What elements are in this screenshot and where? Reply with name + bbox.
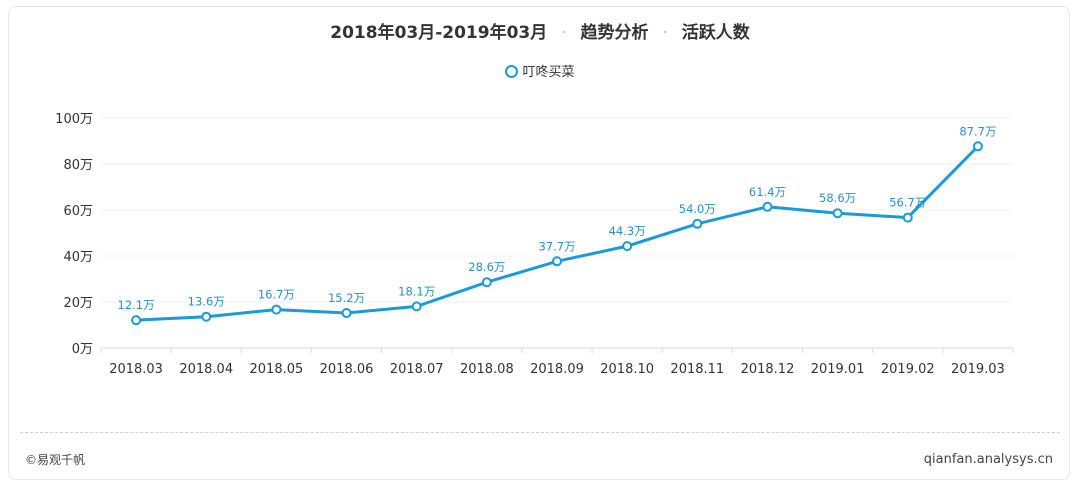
data-label: 54.0万 bbox=[679, 202, 716, 216]
legend-circle-icon bbox=[505, 65, 519, 78]
data-label: 87.7万 bbox=[959, 124, 996, 138]
data-point bbox=[902, 212, 913, 223]
series-layer bbox=[131, 141, 983, 326]
line-chart: 0万 20万 40万 60万 80万 100万 2018.03 2018.04 2018.05 2… bbox=[55, 112, 1014, 377]
data-label: 44.3万 bbox=[609, 224, 646, 238]
x-tick-label: 2019.02 bbox=[881, 362, 935, 377]
data-label: 28.6万 bbox=[468, 260, 505, 274]
chart-title: 2018年03月-2019年03月 · 趋势分析 · 活跃人数 bbox=[0, 18, 1080, 43]
footer-divider bbox=[20, 432, 1060, 433]
y-tick-label: 0万 bbox=[72, 342, 93, 357]
data-point bbox=[131, 315, 142, 326]
axis-layer: 0万 20万 40万 60万 80万 100万 2018.03 2018.04 2018.05 2… bbox=[55, 112, 1014, 377]
data-point bbox=[972, 141, 983, 152]
legend-series-label: 叮咚买菜 bbox=[522, 65, 575, 80]
data-label: 56.7万 bbox=[889, 196, 926, 210]
x-tick-label: 2018.12 bbox=[741, 362, 795, 377]
footer-source: qianfan.analysys.cn bbox=[923, 452, 1053, 467]
data-point bbox=[762, 201, 773, 212]
x-tick-label: 2018.05 bbox=[250, 362, 304, 377]
y-tick-label: 40万 bbox=[63, 250, 93, 265]
x-tick-label: 2018.09 bbox=[530, 362, 584, 377]
data-label: 58.6万 bbox=[819, 191, 856, 205]
data-point bbox=[481, 277, 492, 288]
label-layer: 12.1万 13.6万 16.7万 15.2万 18.1万 28.6万 37.7万 44.3万… bbox=[118, 124, 997, 312]
x-tick-label: 2018.08 bbox=[460, 362, 514, 377]
data-label: 37.7万 bbox=[538, 239, 575, 253]
data-point bbox=[622, 241, 633, 252]
data-label: 18.1万 bbox=[398, 284, 435, 298]
data-point bbox=[201, 311, 212, 322]
chart-legend[interactable]: 叮咚买菜 bbox=[0, 61, 1080, 80]
chart-card bbox=[8, 6, 1070, 480]
title-metric: 活跃人数 bbox=[681, 23, 750, 43]
data-label: 16.7万 bbox=[258, 288, 295, 302]
y-tick-label: 100万 bbox=[55, 112, 93, 127]
data-point bbox=[552, 256, 562, 267]
data-label: 12.1万 bbox=[118, 298, 155, 312]
footer-copyright: ©易观千帆 bbox=[25, 453, 86, 467]
data-point bbox=[271, 304, 282, 315]
data-point bbox=[341, 308, 352, 319]
x-tick-label: 2018.06 bbox=[320, 362, 374, 377]
title-period: 2018年03月-2019年03月 bbox=[330, 23, 548, 43]
data-point bbox=[832, 208, 843, 219]
x-tick-label: 2019.03 bbox=[951, 362, 1005, 377]
data-point bbox=[692, 218, 703, 229]
y-tick-label: 20万 bbox=[63, 296, 93, 311]
y-tick-label: 60万 bbox=[63, 204, 93, 219]
x-tick-label: 2018.03 bbox=[109, 362, 163, 377]
x-tick-label: 2018.11 bbox=[670, 362, 724, 377]
y-tick-label: 80万 bbox=[63, 158, 93, 173]
x-tick-label: 2018.07 bbox=[390, 362, 444, 377]
title-analysis: 趋势分析 bbox=[580, 23, 649, 43]
data-label: 15.2万 bbox=[328, 291, 365, 305]
x-tick-label: 2018.10 bbox=[600, 362, 654, 377]
title-separator: · bbox=[662, 23, 668, 43]
title-separator: · bbox=[561, 23, 567, 43]
x-tick-label: 2018.04 bbox=[179, 362, 233, 377]
x-tick-label: 2019.01 bbox=[811, 362, 865, 377]
grid-layer bbox=[101, 117, 1013, 303]
data-label: 61.4万 bbox=[749, 185, 786, 199]
data-label: 13.6万 bbox=[188, 295, 225, 309]
data-point bbox=[411, 301, 422, 312]
